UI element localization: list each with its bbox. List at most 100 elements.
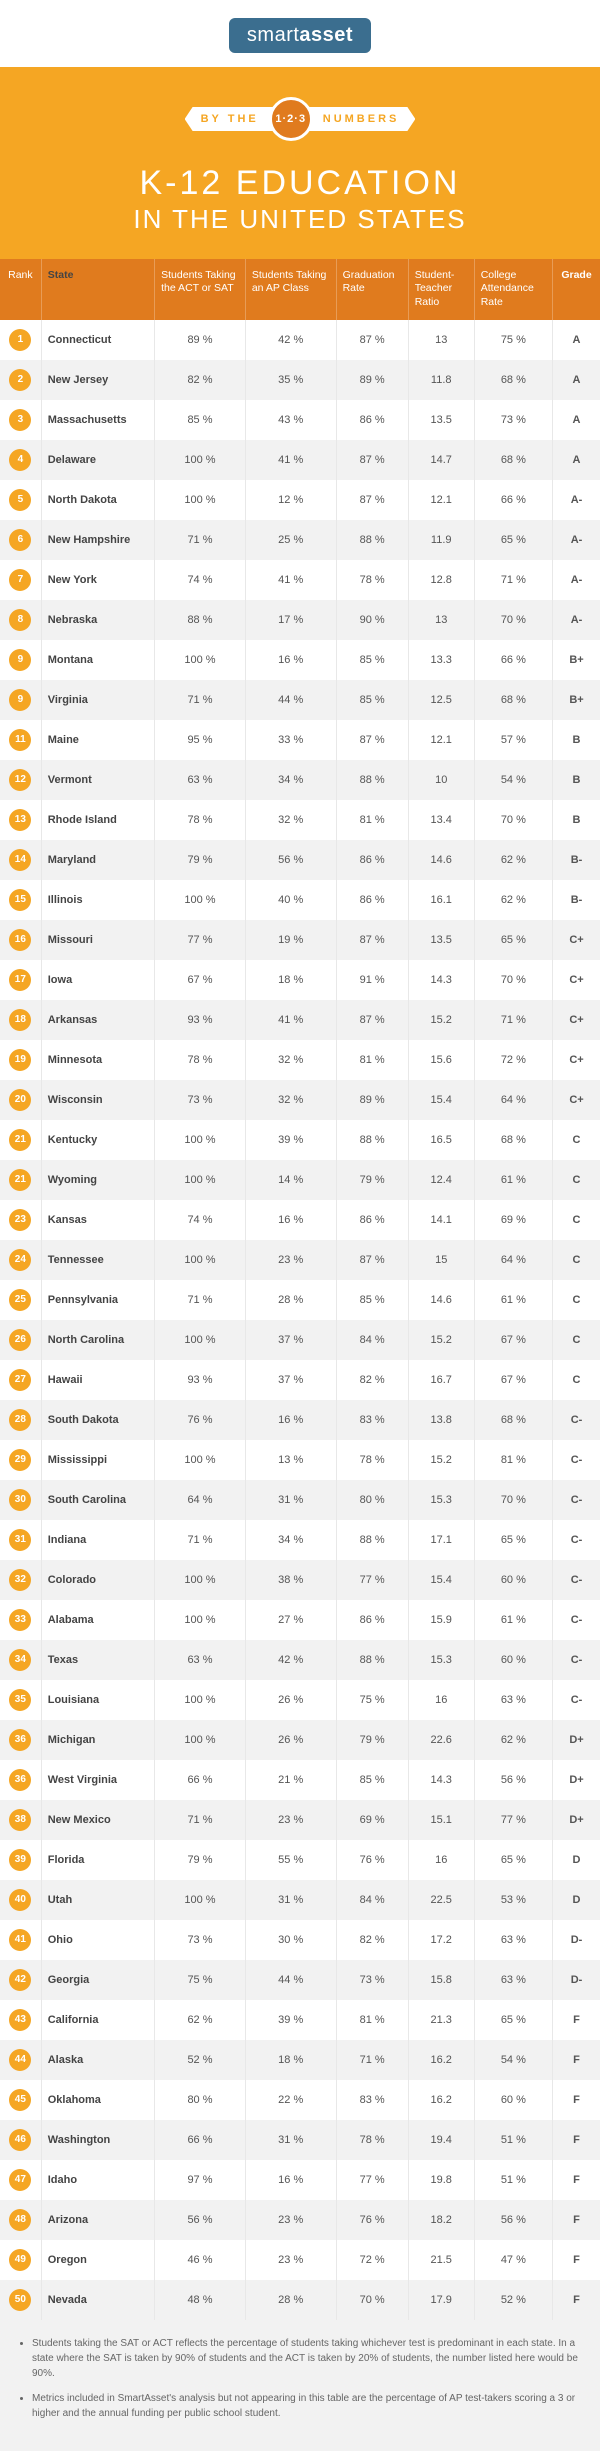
ap-cell: 33 % [245, 720, 336, 760]
rank-badge: 32 [9, 1569, 31, 1591]
table-row: 31Indiana71 %34 %88 %17.165 %C- [0, 1520, 600, 1560]
rank-cell: 35 [0, 1680, 41, 1720]
ap-cell: 26 % [245, 1720, 336, 1760]
table-row: 28South Dakota76 %16 %83 %13.868 %C- [0, 1400, 600, 1440]
ratio-cell: 16.2 [408, 2040, 474, 2080]
ratio-cell: 14.6 [408, 1280, 474, 1320]
table-row: 42Georgia75 %44 %73 %15.863 %D- [0, 1960, 600, 2000]
ap-cell: 21 % [245, 1760, 336, 1800]
rank-badge: 42 [9, 1969, 31, 1991]
ap-cell: 44 % [245, 1960, 336, 2000]
ap-cell: 42 % [245, 1640, 336, 1680]
ratio-cell: 16.7 [408, 1360, 474, 1400]
ap-cell: 28 % [245, 1280, 336, 1320]
college-cell: 62 % [474, 840, 552, 880]
state-cell: Oklahoma [41, 2080, 154, 2120]
rank-cell: 29 [0, 1440, 41, 1480]
college-cell: 65 % [474, 920, 552, 960]
table-row: 23Kansas74 %16 %86 %14.169 %C [0, 1200, 600, 1240]
ratio-cell: 12.4 [408, 1160, 474, 1200]
sat-cell: 100 % [155, 1320, 246, 1360]
ap-cell: 16 % [245, 1200, 336, 1240]
grade-cell: C+ [553, 1040, 600, 1080]
rank-badge: 24 [9, 1249, 31, 1271]
ap-cell: 28 % [245, 2280, 336, 2320]
grad-cell: 86 % [336, 880, 408, 920]
ratio-cell: 14.1 [408, 1200, 474, 1240]
ap-cell: 32 % [245, 1080, 336, 1120]
grade-cell: C [553, 1320, 600, 1360]
rank-badge: 21 [9, 1129, 31, 1151]
rank-badge: 29 [9, 1449, 31, 1471]
sat-cell: 71 % [155, 680, 246, 720]
grad-cell: 85 % [336, 640, 408, 680]
grad-cell: 76 % [336, 2200, 408, 2240]
ratio-cell: 19.4 [408, 2120, 474, 2160]
grad-cell: 78 % [336, 1440, 408, 1480]
grad-cell: 84 % [336, 1320, 408, 1360]
sat-cell: 100 % [155, 1240, 246, 1280]
college-cell: 72 % [474, 1040, 552, 1080]
ratio-cell: 11.8 [408, 360, 474, 400]
sat-cell: 66 % [155, 2120, 246, 2160]
grad-cell: 87 % [336, 1000, 408, 1040]
sat-cell: 71 % [155, 1280, 246, 1320]
sat-cell: 66 % [155, 1760, 246, 1800]
footer: Students taking the SAT or ACT reflects … [0, 2320, 600, 2451]
ap-cell: 39 % [245, 2000, 336, 2040]
grad-cell: 71 % [336, 2040, 408, 2080]
sat-cell: 56 % [155, 2200, 246, 2240]
rank-cell: 31 [0, 1520, 41, 1560]
state-cell: Mississippi [41, 1440, 154, 1480]
rank-cell: 50 [0, 2280, 41, 2320]
rank-cell: 16 [0, 920, 41, 960]
rank-cell: 6 [0, 520, 41, 560]
grade-cell: B [553, 720, 600, 760]
grade-cell: B [553, 800, 600, 840]
table-row: 3Massachusetts85 %43 %86 %13.573 %A [0, 400, 600, 440]
ap-cell: 38 % [245, 1560, 336, 1600]
education-table: RankStateStudents Taking the ACT or SATS… [0, 259, 600, 2320]
rank-cell: 7 [0, 560, 41, 600]
state-cell: Ohio [41, 1920, 154, 1960]
ratio-cell: 21.3 [408, 2000, 474, 2040]
state-cell: Virginia [41, 680, 154, 720]
rank-cell: 49 [0, 2240, 41, 2280]
state-cell: Maine [41, 720, 154, 760]
brand-part1: smart [247, 24, 300, 46]
sat-cell: 88 % [155, 600, 246, 640]
state-cell: Arkansas [41, 1000, 154, 1040]
table-row: 46Washington66 %31 %78 %19.451 %F [0, 2120, 600, 2160]
rank-cell: 9 [0, 640, 41, 680]
ap-cell: 31 % [245, 1480, 336, 1520]
college-cell: 68 % [474, 680, 552, 720]
state-cell: Connecticut [41, 320, 154, 360]
rank-badge: 45 [9, 2089, 31, 2111]
ratio-cell: 15.1 [408, 1800, 474, 1840]
state-cell: Michigan [41, 1720, 154, 1760]
grade-cell: C- [553, 1640, 600, 1680]
college-cell: 68 % [474, 360, 552, 400]
grade-cell: C+ [553, 960, 600, 1000]
table-row: 48Arizona56 %23 %76 %18.256 %F [0, 2200, 600, 2240]
state-cell: Louisiana [41, 1680, 154, 1720]
rank-cell: 8 [0, 600, 41, 640]
ratio-cell: 12.5 [408, 680, 474, 720]
ratio-cell: 15.4 [408, 1560, 474, 1600]
rank-badge: 13 [9, 809, 31, 831]
rank-cell: 2 [0, 360, 41, 400]
rank-badge: 15 [9, 889, 31, 911]
ratio-cell: 16 [408, 1680, 474, 1720]
grad-cell: 75 % [336, 1680, 408, 1720]
state-cell: New Hampshire [41, 520, 154, 560]
ratio-cell: 13.5 [408, 920, 474, 960]
grad-cell: 78 % [336, 2120, 408, 2160]
grad-cell: 81 % [336, 1040, 408, 1080]
rank-cell: 32 [0, 1560, 41, 1600]
state-cell: New Jersey [41, 360, 154, 400]
sat-cell: 100 % [155, 1440, 246, 1480]
sat-cell: 100 % [155, 480, 246, 520]
table-row: 44Alaska52 %18 %71 %16.254 %F [0, 2040, 600, 2080]
college-cell: 66 % [474, 480, 552, 520]
rank-cell: 18 [0, 1000, 41, 1040]
